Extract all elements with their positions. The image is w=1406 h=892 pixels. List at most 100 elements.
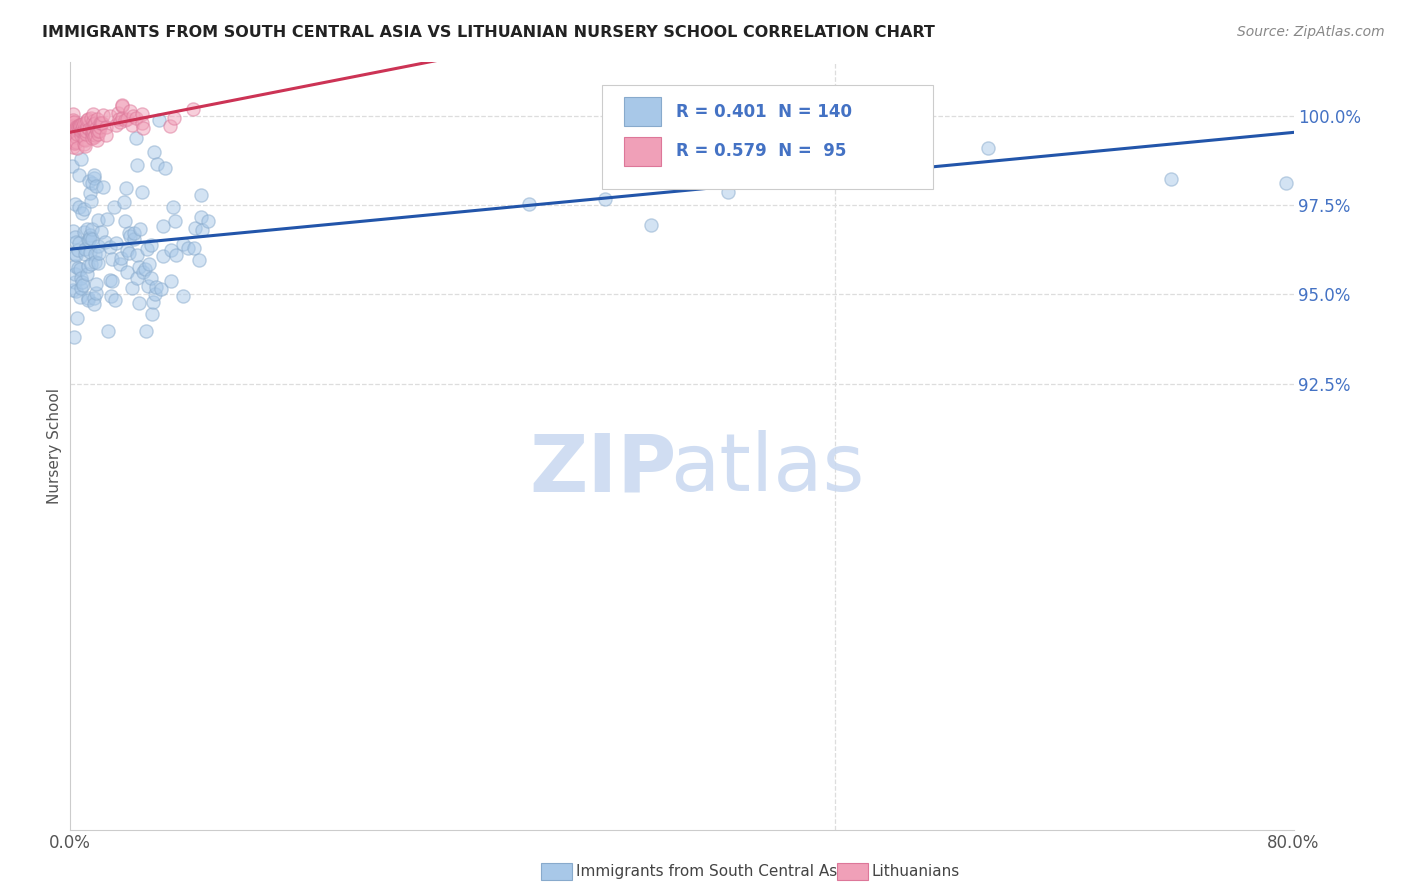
Point	[72, 119, 94, 133]
Point	[125, 271, 148, 285]
Point	[100, 288, 122, 302]
Point	[125, 247, 148, 261]
Point	[77, 233, 100, 247]
Text: R = 0.401  N = 140: R = 0.401 N = 140	[676, 103, 852, 120]
Point	[84, 277, 107, 291]
Point	[131, 107, 153, 121]
Point	[98, 109, 121, 123]
Point	[77, 293, 100, 308]
Point	[100, 273, 122, 287]
Point	[65, 135, 87, 149]
Point	[77, 233, 100, 247]
Point	[131, 116, 153, 130]
Point	[118, 229, 141, 244]
Point	[103, 200, 125, 214]
Point	[111, 98, 134, 112]
Point	[118, 226, 141, 240]
Point	[69, 261, 91, 276]
Point	[79, 257, 101, 271]
Point	[60, 119, 83, 133]
Point	[66, 128, 89, 142]
Point	[63, 114, 86, 128]
Point	[79, 186, 101, 200]
Point	[62, 107, 84, 121]
Point	[79, 231, 101, 245]
Point	[686, 170, 709, 185]
Point	[73, 132, 96, 146]
Point	[63, 136, 86, 151]
Point	[83, 130, 105, 145]
Point	[90, 225, 112, 239]
Point	[93, 108, 115, 122]
Point	[73, 247, 96, 261]
Point	[101, 252, 124, 266]
Point	[77, 291, 100, 305]
Point	[91, 180, 114, 194]
Point	[125, 111, 148, 125]
Point	[67, 235, 90, 250]
Point	[145, 279, 167, 293]
Point	[84, 128, 107, 142]
Point	[148, 112, 170, 127]
Point	[717, 185, 740, 199]
Point	[76, 221, 98, 235]
Point	[97, 324, 120, 338]
Point	[86, 124, 108, 138]
Point	[70, 124, 93, 138]
Point	[75, 124, 97, 138]
Point	[181, 102, 204, 116]
Point	[66, 261, 89, 276]
Point	[70, 206, 93, 220]
Point	[65, 122, 87, 136]
Point	[517, 197, 540, 211]
Point	[80, 120, 103, 134]
Point	[150, 282, 173, 296]
Point	[73, 116, 96, 130]
Point	[94, 235, 117, 249]
Point	[66, 120, 89, 135]
Point	[87, 246, 110, 260]
Point	[84, 120, 107, 135]
Point	[165, 214, 187, 228]
Point	[165, 247, 187, 261]
Point	[139, 270, 162, 285]
Point	[134, 262, 156, 277]
Point	[145, 287, 167, 301]
Point	[143, 145, 166, 160]
Point	[96, 128, 118, 143]
Point	[135, 242, 157, 256]
Point	[67, 168, 90, 182]
Point	[66, 141, 89, 155]
Point	[172, 237, 194, 252]
Point	[82, 232, 104, 246]
Point	[70, 153, 93, 167]
Point	[66, 310, 89, 325]
Point	[114, 214, 136, 228]
Point	[104, 118, 127, 132]
Text: Lithuanians: Lithuanians	[872, 864, 960, 879]
Point	[73, 137, 96, 152]
Point	[63, 123, 86, 137]
Point	[1160, 171, 1182, 186]
Text: R = 0.579  N =  95: R = 0.579 N = 95	[676, 143, 846, 161]
Point	[67, 200, 90, 214]
Point	[160, 243, 183, 257]
Point	[65, 285, 87, 299]
Point	[66, 123, 89, 137]
Point	[86, 127, 108, 141]
Point	[77, 174, 100, 188]
Point	[80, 222, 103, 236]
Point	[76, 268, 98, 282]
Point	[89, 115, 111, 129]
Point	[76, 259, 98, 273]
Point	[115, 112, 138, 126]
Point	[104, 293, 127, 307]
Point	[80, 176, 103, 190]
Point	[62, 128, 84, 142]
Point	[69, 271, 91, 285]
Point	[62, 224, 84, 238]
Point	[75, 116, 97, 130]
Point	[128, 296, 150, 310]
Point	[190, 210, 212, 224]
Point	[124, 131, 146, 145]
